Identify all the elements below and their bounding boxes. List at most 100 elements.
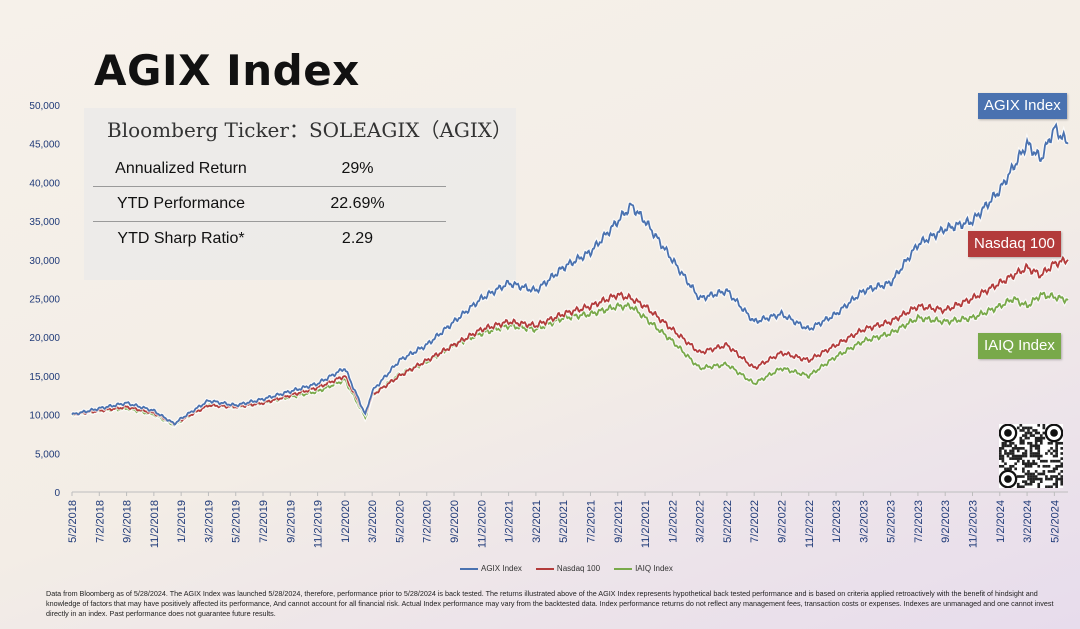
qr-finder [1044,424,1063,443]
qr-module [1029,472,1033,476]
qr-module [1052,482,1056,486]
qr-module [1039,480,1043,483]
qr-module [1045,452,1048,455]
qr-module [1055,475,1058,478]
stat-label: Annualized Return [93,152,269,187]
qr-module [1019,447,1023,450]
page-title: AGIX Index [94,46,360,95]
qr-module [1032,475,1035,478]
qr-module [1029,462,1033,466]
legend-label: AGIX Index [481,564,522,573]
qr-module [1047,485,1051,488]
qr-module [1039,439,1043,443]
legend-swatch [614,567,633,570]
qr-module [1022,447,1025,450]
x-tick-label: 11/2/2023 [967,500,979,548]
qr-module [1034,444,1038,448]
bloomberg-ticker: Bloomberg Ticker：SOLEAGIX（AGIX） [107,118,513,142]
qr-module [1057,459,1061,463]
qr-module [1055,464,1058,468]
qr-module [1029,464,1033,468]
qr-module [999,449,1002,453]
qr-module [1050,441,1053,445]
qr-module [1045,485,1048,488]
qr-module [1029,482,1033,486]
nasdaq-series-tag: Nasdaq 100 [968,231,1061,257]
qr-module [1034,439,1038,443]
x-tick-label: 3/2/2020 [367,500,379,543]
qr-module [1047,477,1051,481]
qr-module [1019,441,1023,445]
qr-module [1016,457,1020,460]
qr-module [1019,436,1023,440]
legend-swatch [535,567,554,570]
qr-module [1016,426,1020,430]
stat-value: 22.69% [269,186,446,222]
qr-module [1037,457,1041,460]
x-tick-label: 9/2/2019 [285,500,297,543]
qr-module [1055,444,1058,448]
x-tick-label: 9/2/2020 [449,500,461,543]
qr-module [1039,454,1043,458]
qr-module [1052,470,1056,473]
qr-module [1009,457,1012,460]
stats-row: YTD Sharp Ratio* 2.29 [93,222,446,257]
qr-module [1024,464,1028,468]
qr-module [1029,480,1033,483]
qr-module [1019,429,1023,432]
qr-module [1027,482,1030,486]
qr-module [1045,459,1048,463]
qr-module [1060,457,1063,460]
qr-module [1001,454,1005,458]
x-tick-label: 7/2/2018 [94,500,106,543]
qr-module [1006,454,1010,458]
qr-module [1009,452,1012,455]
qr-module [1029,441,1033,445]
qr-module [1022,426,1025,430]
qr-code-icon[interactable] [999,424,1063,488]
qr-module [1055,485,1058,488]
qr-module [1060,447,1063,450]
qr-module [1024,472,1028,476]
qr-module [1060,470,1063,473]
qr-module [1037,439,1041,443]
qr-module [1024,452,1028,455]
qr-module [1037,444,1041,448]
qr-module [1029,444,1033,448]
qr-module [1032,462,1035,466]
x-tick-label: 11/2/2020 [476,500,488,548]
qr-module [1022,434,1025,437]
qr-module [1050,447,1053,450]
qr-module [1060,477,1063,481]
qr-finder-dot [1004,475,1012,483]
qr-module [1024,434,1028,437]
qr-module [1037,472,1041,476]
qr-module [1029,452,1033,455]
qr-module [1011,441,1015,445]
qr-module [1022,454,1025,458]
qr-module [1004,449,1007,453]
qr-module [1055,477,1058,481]
qr-module [1055,452,1058,455]
qr-module [1016,449,1020,453]
qr-module [1052,475,1056,478]
qr-module [999,447,1002,450]
qr-module [1011,457,1015,460]
qr-module [1022,462,1025,466]
x-tick-label: 3/2/2022 [695,500,707,543]
qr-module [1006,444,1010,448]
qr-module [1050,475,1053,478]
qr-module [1011,449,1015,453]
x-tick-label: 5/2/2020 [394,500,406,543]
x-tick-label: 9/2/2021 [613,500,625,543]
qr-module [1024,431,1028,435]
qr-module [1042,472,1046,476]
qr-module [1019,485,1023,488]
qr-module [1037,452,1041,455]
qr-module [1037,436,1041,440]
qr-module [1055,449,1058,453]
qr-module [1037,447,1041,450]
qr-module [1060,462,1063,466]
series-line-nasdaq [72,255,1069,427]
qr-finder [999,424,1018,443]
